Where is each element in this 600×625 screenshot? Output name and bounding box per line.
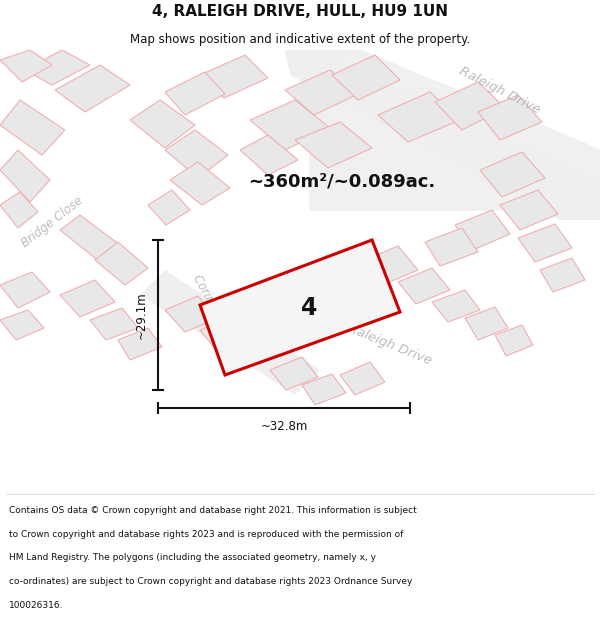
Polygon shape [378,92,460,142]
Polygon shape [0,100,65,155]
Text: Corinthian Way: Corinthian Way [190,272,246,358]
Polygon shape [340,362,385,395]
Polygon shape [285,70,358,115]
Polygon shape [398,268,450,304]
Polygon shape [95,242,148,285]
Text: co-ordinates) are subject to Crown copyright and database rights 2023 Ordnance S: co-ordinates) are subject to Crown copyr… [9,577,412,586]
Polygon shape [0,310,44,340]
Text: to Crown copyright and database rights 2023 and is reproduced with the permissio: to Crown copyright and database rights 2… [9,530,403,539]
Polygon shape [270,357,318,390]
Text: 4, RALEIGH DRIVE, HULL, HU9 1UN: 4, RALEIGH DRIVE, HULL, HU9 1UN [152,4,448,19]
Polygon shape [130,100,195,148]
Text: Raleigh Drive: Raleigh Drive [346,322,434,368]
Polygon shape [435,82,505,130]
Polygon shape [165,296,218,332]
Polygon shape [332,55,400,100]
Text: ~360m²/~0.089ac.: ~360m²/~0.089ac. [248,173,435,191]
Polygon shape [480,152,545,197]
Polygon shape [118,328,162,360]
Polygon shape [360,246,418,286]
Polygon shape [60,280,115,317]
Polygon shape [465,307,508,340]
Text: Bridge Close: Bridge Close [19,194,85,250]
Polygon shape [200,55,268,98]
Polygon shape [170,162,230,205]
Text: ~32.8m: ~32.8m [260,420,308,433]
Text: Contains OS data © Crown copyright and database right 2021. This information is : Contains OS data © Crown copyright and d… [9,506,417,515]
Polygon shape [495,325,533,356]
Polygon shape [25,50,90,85]
Polygon shape [310,50,600,210]
Polygon shape [238,330,282,362]
Polygon shape [540,258,585,292]
Text: 4: 4 [301,296,317,320]
Polygon shape [0,50,52,82]
Polygon shape [425,228,478,266]
Polygon shape [148,190,190,225]
Polygon shape [432,290,480,322]
Polygon shape [240,135,298,175]
Polygon shape [250,100,330,150]
Polygon shape [455,210,510,250]
Polygon shape [500,190,558,230]
Polygon shape [302,374,346,405]
Text: HM Land Registry. The polygons (including the associated geometry, namely x, y: HM Land Registry. The polygons (includin… [9,554,376,562]
Text: Raleigh Drive: Raleigh Drive [457,64,542,116]
Polygon shape [478,95,542,140]
Text: Map shows position and indicative extent of the property.: Map shows position and indicative extent… [130,32,470,46]
Polygon shape [295,122,372,168]
Polygon shape [200,240,400,375]
Polygon shape [140,270,320,395]
Polygon shape [55,65,130,112]
Polygon shape [285,50,600,220]
Polygon shape [165,72,225,115]
Polygon shape [0,272,50,308]
Text: ~29.1m: ~29.1m [135,291,148,339]
Polygon shape [0,192,38,228]
Polygon shape [518,224,572,262]
Text: 100026316.: 100026316. [9,601,64,610]
Polygon shape [90,308,138,340]
Polygon shape [200,317,248,350]
Polygon shape [0,150,50,202]
Polygon shape [165,130,228,178]
Polygon shape [60,215,120,262]
